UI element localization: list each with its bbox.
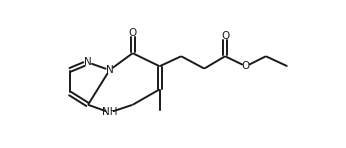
Text: NH: NH xyxy=(102,107,117,118)
Text: O: O xyxy=(221,31,229,41)
Text: O: O xyxy=(129,28,137,38)
Text: N: N xyxy=(84,57,92,67)
Text: N: N xyxy=(106,65,113,75)
Text: O: O xyxy=(242,61,250,71)
